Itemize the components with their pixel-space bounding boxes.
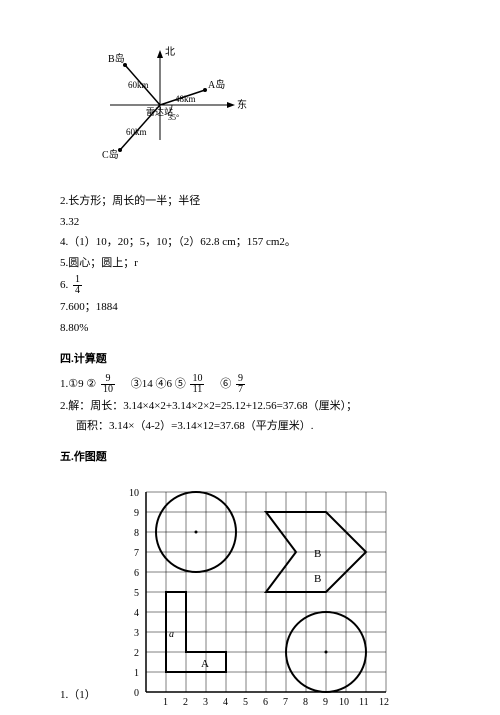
grid-diagram: A B B a 0 1 2 3 4 5 6 7 8 9 10 1 2 3 4 5… — [126, 482, 396, 715]
svg-text:12: 12 — [379, 697, 389, 708]
svg-text:5: 5 — [243, 697, 248, 708]
section4-title: 四.计算题 — [60, 350, 440, 366]
section4-q2-line1: 2.解：周长：3.14×4×2+3.14×2×2=25.12+12.56=37.… — [60, 398, 440, 416]
answer-8: 8.80% — [60, 320, 440, 338]
q1-mid2: ⑥ — [209, 378, 231, 390]
svg-text:6: 6 — [134, 568, 139, 579]
answer-6: 6. 1 4 — [60, 275, 440, 296]
svg-text:2: 2 — [183, 697, 188, 708]
a-island-label: A岛 — [208, 78, 225, 91]
svg-text:9: 9 — [323, 697, 328, 708]
answer-2: 2.长方形；周长的一半；半径 — [60, 193, 440, 211]
svg-text:1: 1 — [134, 668, 139, 679]
answer-4: 4.（1）10，20；5，10；（2）62.8 cm；157 cm2。 — [60, 234, 440, 252]
svg-text:4: 4 — [223, 697, 228, 708]
svg-text:7: 7 — [283, 697, 288, 708]
answer-5: 5.圆心；圆上；r — [60, 255, 440, 273]
svg-text:1: 1 — [163, 697, 168, 708]
svg-text:10: 10 — [339, 697, 349, 708]
q1-mid: ③14 ④6 ⑤ — [120, 378, 186, 390]
c-island-label: C岛 — [102, 148, 119, 161]
svg-text:8: 8 — [303, 697, 308, 708]
svg-text:11: 11 — [359, 697, 369, 708]
angle-label: 35° — [168, 113, 179, 122]
north-label: 北 — [165, 46, 175, 58]
svg-text:4: 4 — [134, 608, 139, 619]
svg-text:6: 6 — [263, 697, 268, 708]
section4-q1: 1.①9 ② 9 10 ③14 ④6 ⑤ 10 11 ⑥ 9 7 — [60, 374, 440, 395]
section5-title: 五.作图题 — [60, 448, 440, 464]
svg-text:9: 9 — [134, 508, 139, 519]
frac-den: 10 — [101, 385, 115, 395]
svg-text:0: 0 — [134, 688, 139, 699]
frac-num: 9 — [101, 374, 115, 385]
svg-text:7: 7 — [134, 548, 139, 559]
frac-num: 10 — [190, 374, 204, 385]
q1-prefix: 1.①9 ② — [60, 378, 96, 390]
dist60a-label: 60km — [128, 80, 149, 90]
answer-6-fraction: 1 4 — [73, 275, 82, 296]
answer-7: 7.600；1884 — [60, 299, 440, 317]
svg-text:a: a — [169, 629, 174, 640]
grid-label-b: B — [314, 548, 321, 560]
b-island-label: B岛 — [108, 52, 125, 65]
dist60b-label: 60km — [126, 127, 147, 137]
svg-text:5: 5 — [134, 588, 139, 599]
svg-text:2: 2 — [134, 648, 139, 659]
grid-label-a: A — [201, 658, 209, 670]
dist48-label: 48km — [175, 94, 196, 104]
svg-text:10: 10 — [129, 488, 139, 499]
q1-frac1: 9 10 — [101, 374, 115, 395]
svg-text:3: 3 — [203, 697, 208, 708]
grid-label-b2: B — [314, 573, 321, 585]
radar-diagram: 北 东 B岛 A岛 C岛 雷达站 60km 60km 48km 35° — [90, 40, 440, 173]
frac-den: 4 — [73, 286, 82, 296]
frac-den: 11 — [190, 385, 204, 395]
section5-q1: 1.（1） — [60, 687, 96, 705]
frac-num: 9 — [236, 374, 245, 385]
answer-3: 3.32 — [60, 214, 440, 232]
q1-frac2: 10 11 — [190, 374, 204, 395]
east-label: 东 — [237, 98, 247, 111]
q1-frac3: 9 7 — [236, 374, 245, 395]
answer-6-prefix: 6. — [60, 279, 68, 291]
section4-q2-line2: 面积：3.14×（4-2）=3.14×12=37.68（平方厘米）. — [76, 418, 440, 436]
svg-text:3: 3 — [134, 628, 139, 639]
svg-text:8: 8 — [134, 528, 139, 539]
frac-den: 7 — [236, 385, 245, 395]
